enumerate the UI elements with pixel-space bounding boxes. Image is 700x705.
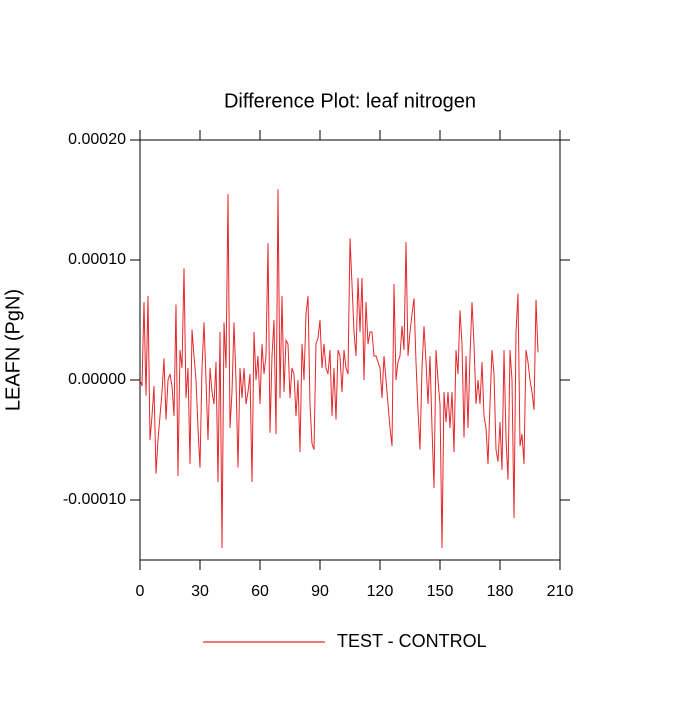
data-line	[139, 189, 539, 549]
x-tick-label: 180	[487, 583, 514, 600]
x-tick-label: 90	[311, 583, 329, 600]
y-tick-label: 0.00010	[68, 251, 126, 268]
plot-frame	[139, 139, 561, 561]
x-tick-label: 0	[136, 583, 145, 600]
x-tick-label: 210	[547, 583, 574, 600]
y-tick-label: 0.00000	[68, 371, 126, 388]
chart-title: Difference Plot: leaf nitrogen	[224, 90, 476, 112]
x-tick-label: 30	[191, 583, 209, 600]
legend-label: TEST - CONTROL	[337, 631, 487, 651]
x-tick-label: 60	[251, 583, 269, 600]
y-axis-label: LEAFN (PgN)	[2, 289, 24, 411]
x-tick-label: 150	[427, 583, 454, 600]
y-tick-label: -0.00010	[63, 491, 126, 508]
y-tick-label: 0.00020	[68, 131, 126, 148]
x-tick-label: 120	[367, 583, 394, 600]
